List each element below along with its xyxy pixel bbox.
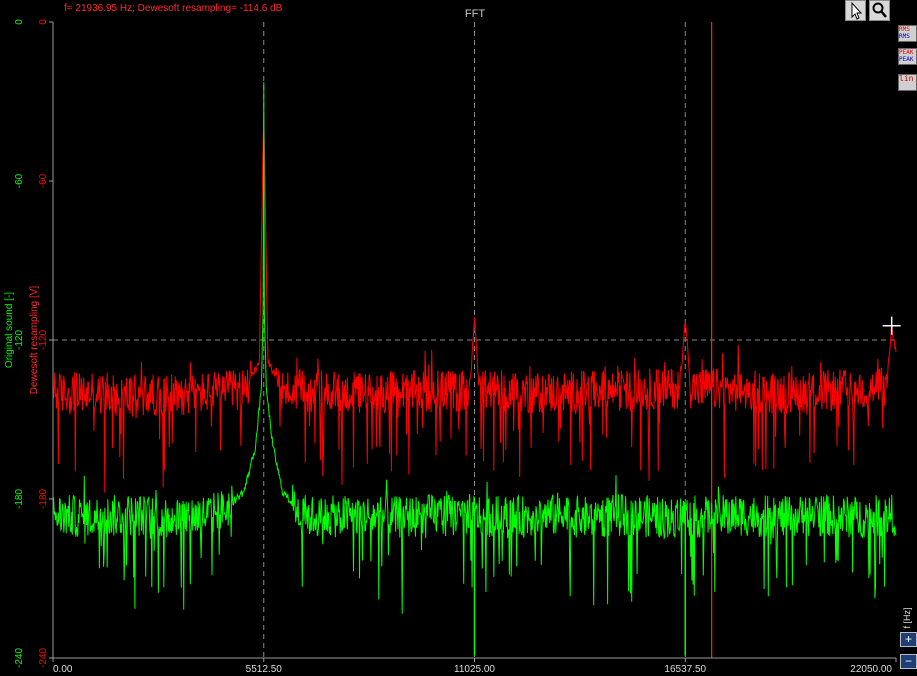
series-layer xyxy=(52,82,897,656)
y-tick-label-original: -240 xyxy=(14,648,25,668)
series-line-original xyxy=(52,82,897,614)
peak-tab[interactable]: PEAK PEAK xyxy=(898,48,917,65)
y-tick-label-resampling: 0 xyxy=(38,19,49,25)
y-axis-label-resampling: Dewesoft resampling [V] xyxy=(29,286,40,395)
plus-icon[interactable]: + xyxy=(900,632,917,647)
rms-tab[interactable]: RMS RMS xyxy=(898,25,917,42)
x-tick-label: 16537.50 xyxy=(664,664,706,675)
y-tick-label-resampling: -120 xyxy=(38,330,49,350)
chart-grid xyxy=(53,22,896,658)
minus-icon[interactable]: − xyxy=(900,654,917,669)
x-tick-label: 22050.00 xyxy=(850,664,892,675)
x-tick-label: 11025.00 xyxy=(454,664,495,675)
y-tick-label-resampling: -180 xyxy=(38,489,49,509)
y-axis-label-original: Original sound [-] xyxy=(4,292,15,368)
y-tick-label-resampling: -240 xyxy=(38,648,49,668)
series-line-resampling xyxy=(52,112,897,493)
y-tick-label-original: -60 xyxy=(14,173,25,188)
y-tick-label-original: -180 xyxy=(14,489,25,509)
y-tick-label-resampling: -60 xyxy=(38,173,49,188)
y-tick-label-original: -120 xyxy=(14,330,25,350)
cursor-arrow-icon[interactable] xyxy=(845,0,866,21)
scale-tab[interactable]: lin xyxy=(898,74,917,91)
chart-title: FFT xyxy=(465,8,485,20)
x-tick-label: 0.00 xyxy=(53,664,73,675)
magnifier-icon[interactable] xyxy=(869,0,890,21)
cursor-readout: f= 21936.95 Hz; Dewesoft resampling= -11… xyxy=(64,3,283,14)
crosshair-cursor[interactable] xyxy=(882,316,901,335)
x-axis-label: f [Hz] xyxy=(902,607,912,628)
chart-axes: 0 -60 -120 -180 -240 0 -60 -120 -180 -240 0.00 5512… xyxy=(14,19,897,675)
y-tick-label-original: 0 xyxy=(14,19,25,25)
x-tick-label: 5512.50 xyxy=(246,664,283,675)
